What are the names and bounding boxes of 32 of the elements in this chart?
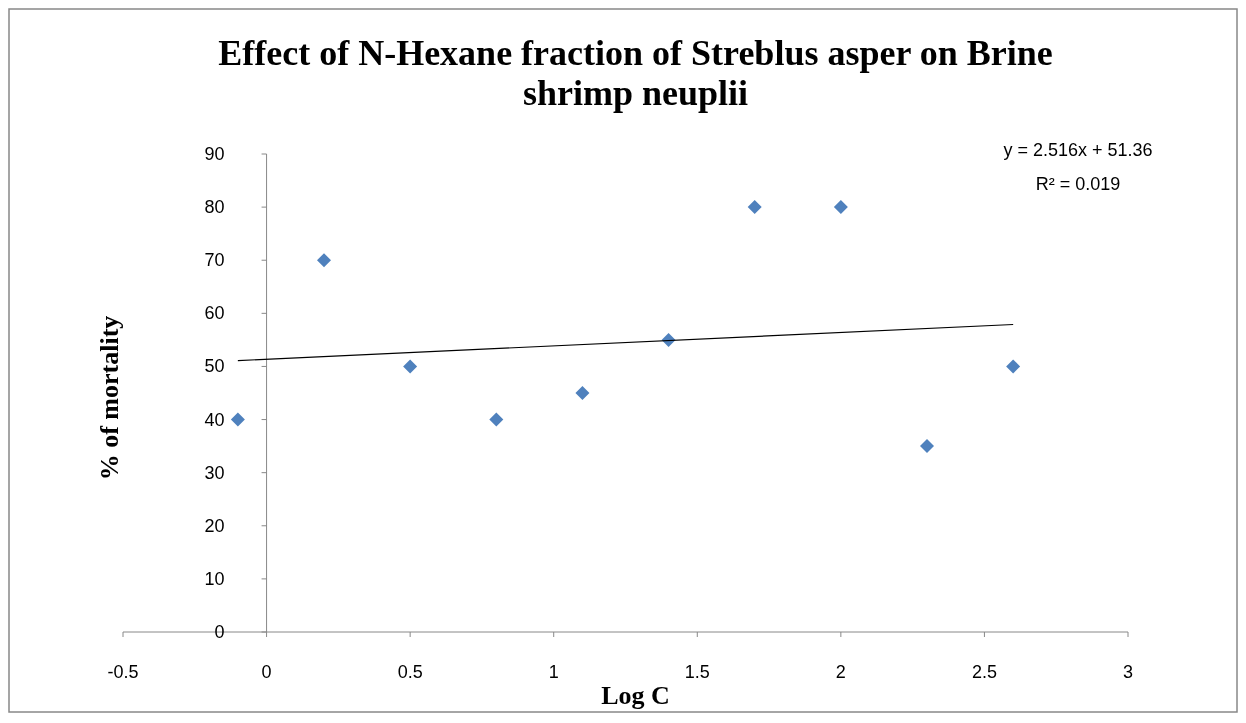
y-tick-label: 50 bbox=[204, 356, 225, 377]
point bbox=[1006, 359, 1021, 374]
y-tick-label: 30 bbox=[204, 462, 225, 483]
y-axis-title: % of mortality bbox=[95, 315, 124, 481]
y-tick-label: 60 bbox=[204, 303, 225, 324]
x-axis-title: Log C bbox=[601, 681, 670, 710]
y-tick-label: 40 bbox=[204, 409, 225, 430]
y-tick-label: 70 bbox=[204, 250, 225, 271]
chart-title: Effect of N-Hexane fraction of Streblus asper on Brine shrimp neuplii bbox=[218, 33, 1053, 113]
point bbox=[317, 253, 331, 268]
x-tick-label: 2 bbox=[835, 662, 846, 682]
x-tick-label: 0 bbox=[261, 662, 272, 682]
y-tick-label: 90 bbox=[204, 144, 225, 164]
point bbox=[920, 439, 934, 454]
y-tick-label: 20 bbox=[204, 515, 225, 536]
point bbox=[230, 412, 245, 427]
point bbox=[489, 412, 504, 427]
x-tick-label: 2.5 bbox=[971, 662, 997, 682]
point bbox=[403, 359, 418, 374]
y-tick-label: 80 bbox=[204, 197, 225, 218]
x-tick-label: 0.5 bbox=[397, 662, 423, 682]
annotation: y = 2.516x + 51.36 bbox=[1003, 140, 1153, 160]
y-tick-label: 0 bbox=[214, 622, 225, 642]
x-tick-label: 3 bbox=[1122, 662, 1134, 682]
point bbox=[833, 200, 848, 215]
point bbox=[575, 386, 590, 400]
y-tick-label: 10 bbox=[204, 568, 225, 589]
x-tick-label: -0.5 bbox=[107, 662, 139, 682]
x-tick-label: 1 bbox=[548, 662, 559, 682]
x-tick-label: 1.5 bbox=[684, 662, 710, 682]
annotation: R² = 0.019 bbox=[1035, 174, 1121, 194]
point bbox=[747, 200, 762, 215]
